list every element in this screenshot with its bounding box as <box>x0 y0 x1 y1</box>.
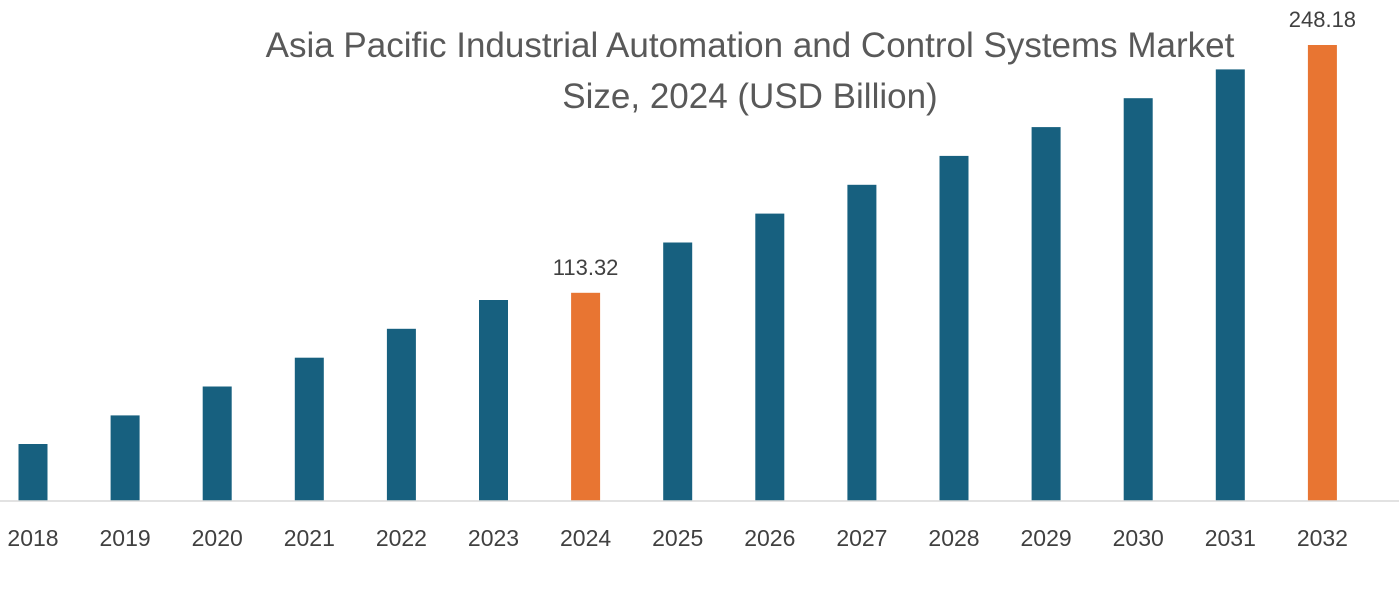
x-tick-label-2024: 2024 <box>560 525 611 551</box>
data-labels: 113.32 248.18 <box>553 7 1356 280</box>
x-tick-label-2029: 2029 <box>1021 525 1072 551</box>
bar-2026 <box>755 213 785 501</box>
x-tick-label-2021: 2021 <box>284 525 335 551</box>
chart-title-line-2: Size, 2024 (USD Billion) <box>562 77 937 116</box>
bar-2018 <box>18 444 48 501</box>
chart-title-line-1: Asia Pacific Industrial Automation and C… <box>266 26 1235 65</box>
data-label-2024: 113.32 <box>553 255 619 280</box>
x-tick-label-2019: 2019 <box>100 525 151 551</box>
bar-2025 <box>663 242 693 501</box>
bar-2031 <box>1215 69 1245 502</box>
x-tick-label-2028: 2028 <box>928 525 979 551</box>
bar-2027 <box>847 184 877 502</box>
bar-2028 <box>939 155 969 501</box>
bar-2020 <box>202 386 232 501</box>
bar-2030 <box>1123 98 1153 501</box>
bar-2032 <box>1307 45 1337 501</box>
x-tick-label-2032: 2032 <box>1297 525 1348 551</box>
x-tick-label-2025: 2025 <box>652 525 703 551</box>
x-axis-tick-labels: 2018 2019 2020 2021 2022 2023 2024 2025 2026 2027… <box>7 525 1348 551</box>
bar-2023 <box>479 300 508 501</box>
x-tick-label-2020: 2020 <box>192 525 243 551</box>
bar-2019 <box>110 415 140 501</box>
x-tick-label-2031: 2031 <box>1205 525 1256 551</box>
x-tick-label-2022: 2022 <box>376 525 427 551</box>
bar-2021 <box>294 357 324 501</box>
bar-2024 <box>571 292 601 501</box>
bar-series <box>18 45 1337 502</box>
x-tick-label-2018: 2018 <box>7 525 58 551</box>
bar-2022 <box>386 328 416 501</box>
x-tick-label-2023: 2023 <box>468 525 519 551</box>
bar-2029 <box>1031 127 1061 501</box>
data-label-2032: 248.18 <box>1289 7 1356 32</box>
x-tick-label-2026: 2026 <box>744 525 795 551</box>
x-tick-label-2027: 2027 <box>836 525 887 551</box>
x-tick-label-2030: 2030 <box>1113 525 1164 551</box>
